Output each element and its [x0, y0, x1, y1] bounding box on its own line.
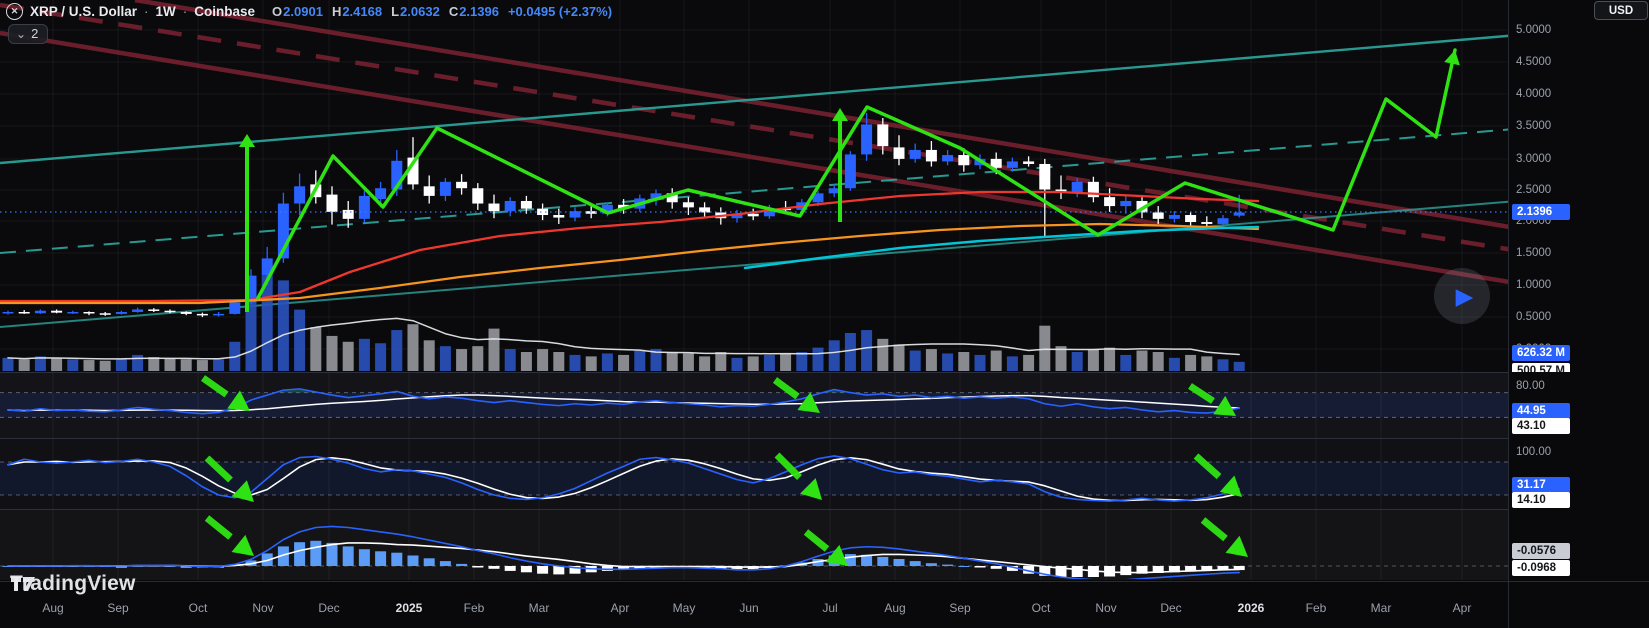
time-axis-label: 2025 [395, 601, 423, 615]
price-tick-label: 5.0000 [1516, 24, 1552, 36]
currency-toggle-button[interactable]: USD [1594, 1, 1648, 20]
price-tick-label: 3.5000 [1516, 120, 1552, 132]
time-axis-label: Mar [1370, 601, 1392, 615]
close-key: C [448, 3, 459, 19]
chevron-down-icon: ⌄ [16, 26, 27, 41]
time-axis-label: Apr [1452, 601, 1472, 615]
price-tick-label: 0.5000 [1516, 311, 1552, 323]
timeframe-label[interactable]: 1W [155, 3, 176, 19]
time-axis-label: Dec [318, 601, 340, 615]
macd-hist-label: -0.0576 [1512, 543, 1570, 559]
time-axis-label: Jun [739, 601, 759, 615]
symbol-info-bar: ✕ XRP / U.S. Dollar · 1W · Coinbase O2.0… [6, 2, 612, 20]
open-value: 2.0901 [283, 3, 323, 19]
time-axis-label: Sep [107, 601, 129, 615]
stoch-tick-label: 100.00 [1516, 446, 1552, 458]
play-icon: ▶ [1455, 282, 1474, 309]
time-axis-label: Apr [610, 601, 630, 615]
time-axis-label: Mar [528, 601, 550, 615]
separator: · [144, 3, 149, 19]
time-axis-label: Feb [1305, 601, 1327, 615]
price-tick-label: 4.0000 [1516, 88, 1552, 100]
price-axis[interactable]: 5.0000 4.5000 4.0000 3.5000 3.0000 2.5000 2.00… [1508, 0, 1649, 628]
symbol-title[interactable]: XRP / U.S. Dollar [30, 3, 138, 19]
time-axis-label: May [672, 601, 696, 615]
ohlc-values: O2.0901 H2.4168 L2.0632 C2.1396 +0.0495 … [272, 4, 612, 19]
price-tick-label: 3.0000 [1516, 153, 1552, 165]
time-axis-label: Oct [188, 601, 208, 615]
tradingview-logo-text: TradingView [10, 572, 136, 595]
time-axis[interactable]: Aug Sep Oct Nov Dec 2025 Feb Mar Apr May Jun Jul Aug… [0, 581, 1649, 628]
volume-ma-label: 500.57 M [1512, 363, 1570, 372]
close-value: 2.1396 [459, 3, 499, 19]
high-value: 2.4168 [342, 3, 383, 19]
volume-label: 626.32 M [1512, 345, 1570, 361]
low-key: L [391, 3, 400, 19]
macd-signal-label: -0.0968 [1512, 560, 1570, 576]
time-axis-label: Aug [884, 601, 906, 615]
time-axis-label: Nov [252, 601, 274, 615]
time-axis-label: Sep [949, 601, 971, 615]
current-price-label: 2.1396 [1512, 204, 1570, 220]
tradingview-logo[interactable]: TradingView [10, 572, 136, 596]
time-axis-label: Dec [1160, 601, 1182, 615]
scroll-to-realtime-button[interactable]: ▶ [1434, 268, 1490, 324]
stoch-ma-label: 14.10 [1512, 492, 1570, 508]
time-axis-label: 2026 [1237, 601, 1265, 615]
time-axis-label: Oct [1031, 601, 1051, 615]
stoch-value-label: 31.17 [1512, 477, 1570, 493]
time-axis-label: Aug [42, 601, 64, 615]
rsi-tick-label: 80.00 [1516, 380, 1545, 392]
price-axis-main-section: 5.0000 4.5000 4.0000 3.5000 3.0000 2.5000 2.00… [1509, 0, 1649, 372]
low-value: 2.0632 [400, 3, 440, 19]
exchange-label: Coinbase [194, 3, 256, 19]
rsi-ma-label: 43.10 [1512, 418, 1570, 434]
high-key: H [331, 3, 342, 19]
time-axis-label: Feb [463, 601, 485, 615]
time-axis-label: Jul [822, 601, 838, 615]
price-tick-label: 1.0000 [1516, 279, 1552, 291]
symbol-close-icon[interactable]: ✕ [6, 2, 23, 20]
price-tick-label: 1.5000 [1516, 247, 1552, 259]
price-tick-label: 2.5000 [1516, 184, 1552, 196]
rsi-value-label: 44.95 [1512, 403, 1570, 419]
change-value: +0.0495 (+2.37%) [507, 3, 613, 19]
indicator-count: 2 [31, 26, 39, 41]
time-axis-label: Nov [1095, 601, 1117, 615]
tradingview-logo-icon [11, 577, 35, 591]
separator: · [182, 3, 188, 19]
indicators-collapse-badge[interactable]: ⌄ 2 [8, 24, 49, 44]
open-key: O [272, 3, 283, 19]
price-tick-label: 4.5000 [1516, 56, 1552, 68]
